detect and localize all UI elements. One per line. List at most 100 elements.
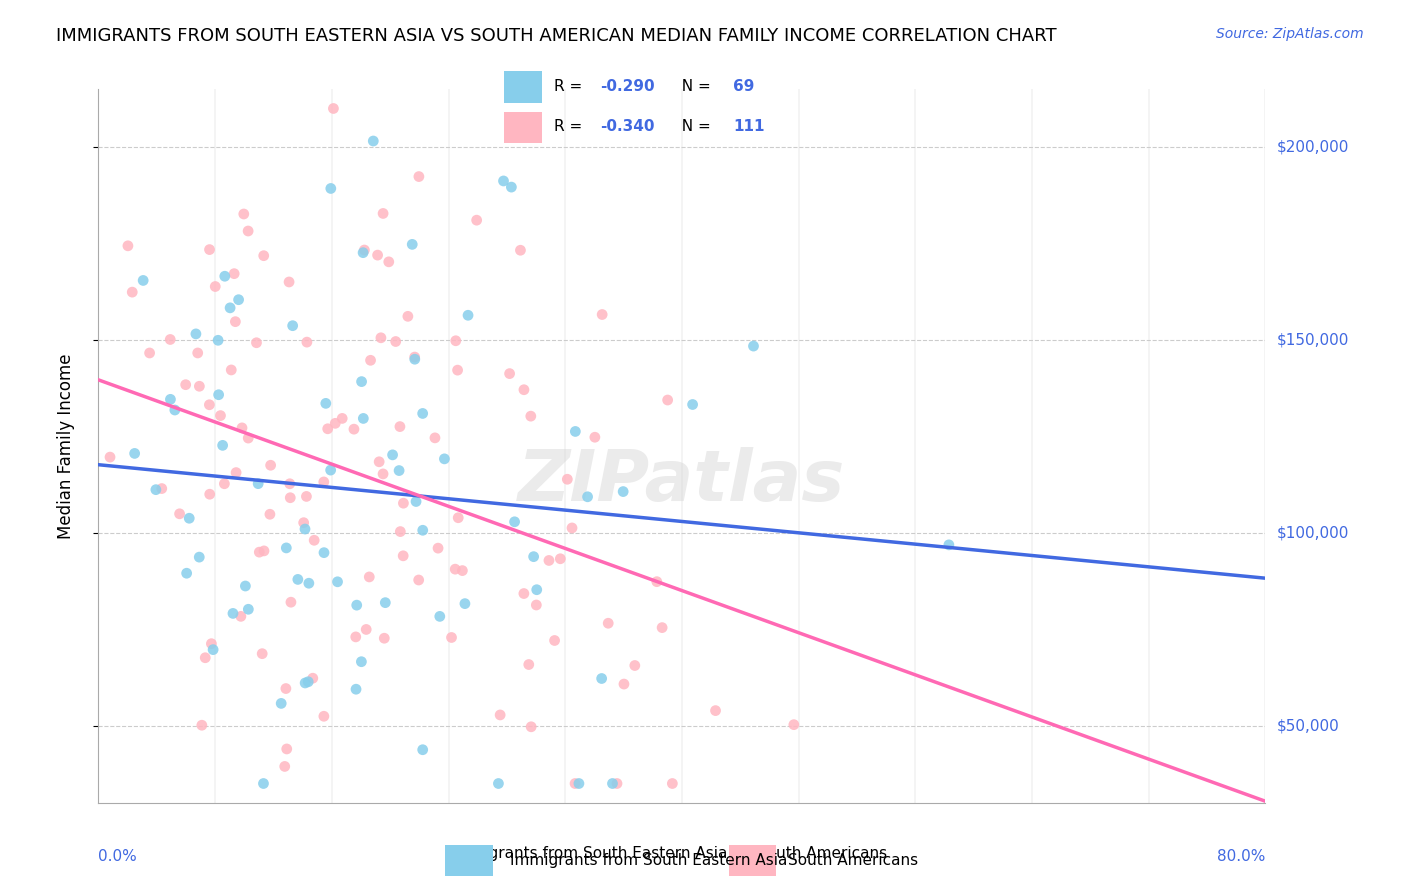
Point <box>651 621 673 635</box>
Text: $150,000: $150,000 <box>1277 333 1348 347</box>
Point <box>447 510 470 524</box>
FancyBboxPatch shape <box>446 846 492 876</box>
Point <box>297 674 319 689</box>
Point <box>404 350 426 364</box>
Point <box>236 224 259 238</box>
Point <box>938 538 960 552</box>
Point <box>159 333 181 347</box>
Text: -0.290: -0.290 <box>600 79 655 94</box>
Point <box>373 632 395 646</box>
Point <box>232 207 254 221</box>
Point <box>602 776 624 790</box>
Point <box>198 243 221 257</box>
Point <box>312 475 335 489</box>
Point <box>361 134 384 148</box>
Point <box>270 697 292 711</box>
Point <box>583 430 606 444</box>
Point <box>209 409 232 423</box>
Point <box>368 455 391 469</box>
Point <box>207 388 229 402</box>
Point <box>367 248 389 262</box>
Point <box>187 346 209 360</box>
Text: N =: N = <box>672 120 716 134</box>
Point <box>204 279 226 293</box>
Text: R =: R = <box>554 120 588 134</box>
Point <box>451 564 474 578</box>
Point <box>278 275 301 289</box>
Point <box>219 301 242 315</box>
Point <box>354 623 377 637</box>
Point <box>412 407 434 421</box>
Point <box>645 574 668 589</box>
Point <box>274 681 297 696</box>
Text: 80.0%: 80.0% <box>1218 849 1265 864</box>
Point <box>224 267 246 281</box>
Point <box>568 776 591 790</box>
Text: Source: ZipAtlas.com: Source: ZipAtlas.com <box>1216 27 1364 41</box>
Point <box>374 596 396 610</box>
Point <box>550 551 572 566</box>
Text: 69: 69 <box>734 79 755 94</box>
Point <box>174 377 197 392</box>
Point <box>315 396 337 410</box>
Point <box>489 708 512 723</box>
Point <box>606 776 628 790</box>
Point <box>352 245 374 260</box>
Point <box>225 466 247 480</box>
Point <box>259 508 281 522</box>
Point <box>292 516 315 530</box>
Point <box>276 742 298 756</box>
Point <box>247 476 270 491</box>
Text: South Americans: South Americans <box>787 854 918 868</box>
Point <box>322 102 344 116</box>
Point <box>184 326 207 341</box>
Point <box>378 255 401 269</box>
Point <box>657 392 679 407</box>
Point <box>517 657 540 672</box>
Point <box>200 637 222 651</box>
Text: $100,000: $100,000 <box>1277 525 1348 541</box>
Text: Immigrants from South Eastern Asia: Immigrants from South Eastern Asia <box>510 854 787 868</box>
Text: $50,000: $50,000 <box>1277 718 1340 733</box>
Point <box>252 776 274 790</box>
FancyBboxPatch shape <box>728 846 776 876</box>
Point <box>302 533 325 548</box>
Point <box>359 570 381 584</box>
Point <box>389 524 412 539</box>
Point <box>159 392 181 407</box>
Point <box>412 523 434 537</box>
Point <box>198 487 221 501</box>
Text: ZIPatlas: ZIPatlas <box>519 447 845 516</box>
Text: N =: N = <box>672 79 716 94</box>
Point <box>371 206 394 220</box>
Point <box>98 450 121 464</box>
Point <box>524 598 547 612</box>
Point <box>214 269 236 284</box>
Point <box>326 574 349 589</box>
Point <box>247 545 270 559</box>
Point <box>138 346 160 360</box>
Point <box>405 494 427 508</box>
Text: R =: R = <box>554 79 588 94</box>
Point <box>408 573 430 587</box>
Point <box>280 595 302 609</box>
Point <box>591 672 613 686</box>
Point <box>274 759 297 773</box>
Point <box>503 515 526 529</box>
Point <box>492 174 515 188</box>
Point <box>591 308 613 322</box>
Point <box>117 239 139 253</box>
Point <box>121 285 143 300</box>
Point <box>564 776 586 790</box>
Point <box>444 562 467 576</box>
Point <box>564 425 586 439</box>
Point <box>224 315 246 329</box>
Point <box>682 397 704 411</box>
FancyBboxPatch shape <box>505 112 541 143</box>
Point <box>276 541 298 555</box>
Point <box>176 566 198 581</box>
Point <box>346 598 368 612</box>
Point <box>537 553 560 567</box>
Point <box>446 363 468 377</box>
Point <box>612 484 634 499</box>
